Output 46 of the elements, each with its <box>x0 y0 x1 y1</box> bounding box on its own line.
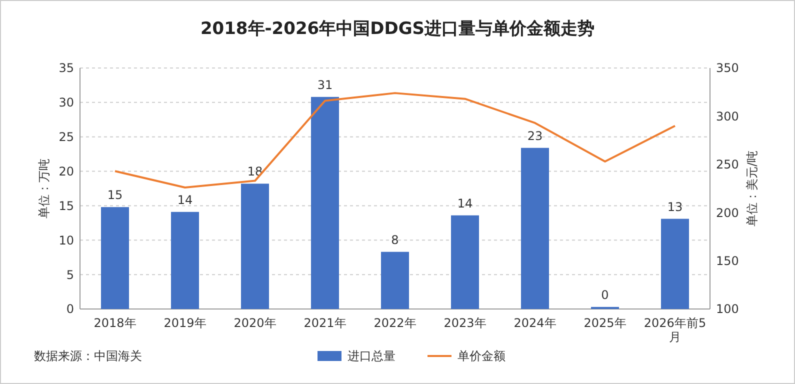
y2-tick-label: 100 <box>716 302 739 316</box>
data-label: 14 <box>457 196 473 210</box>
data-label: 8 <box>391 232 399 247</box>
x-tick-label: 2019年 <box>164 316 206 330</box>
source-note: 数据来源：中国海关 <box>34 349 142 364</box>
x-tick-label: 2023年 <box>444 316 486 330</box>
bar <box>171 212 199 309</box>
bar <box>451 215 479 309</box>
bar <box>101 207 129 309</box>
legend-label: 进口总量 <box>348 349 396 364</box>
bar <box>241 184 269 309</box>
y-tick-label: 20 <box>58 164 74 178</box>
y2-tick-label: 350 <box>716 61 739 76</box>
data-label: 15 <box>107 188 123 202</box>
y-tick-label: 5 <box>66 268 74 282</box>
y2-tick-label: 250 <box>716 158 739 172</box>
x-tick-label: 2026年前5月 <box>644 316 706 344</box>
bar <box>521 148 549 309</box>
y-tick-label: 10 <box>58 233 74 248</box>
y-tick-label: 0 <box>66 302 74 316</box>
x-tick-label: 2022年 <box>374 316 416 330</box>
data-label: 31 <box>317 78 333 92</box>
bar <box>381 252 409 309</box>
y-tick-label: 25 <box>58 130 74 144</box>
x-tick-label: 2018年 <box>94 316 136 330</box>
bar <box>661 218 689 309</box>
line-series <box>114 92 676 189</box>
x-tick-label: 2020年 <box>234 316 276 330</box>
chart-title: 2018年-2026年中国DDGS进口量与单价金额走势 <box>200 19 595 39</box>
x-tick-label: 2021年 <box>304 316 346 330</box>
y2-tick-label: 150 <box>716 254 739 268</box>
bar <box>311 96 339 309</box>
data-label: 13 <box>667 200 683 214</box>
legend-label: 单价金额 <box>458 349 506 364</box>
x-tick-label: 2025年 <box>584 316 626 330</box>
y2-tick-label: 200 <box>716 206 739 220</box>
y-tick-label: 30 <box>58 96 74 110</box>
x-tick-label: 2024年 <box>514 316 556 330</box>
y-axis-title: 单位：万吨 <box>37 158 51 218</box>
y2-axis-title: 单位：美元/吨 <box>745 150 759 227</box>
data-label: 23 <box>527 128 543 143</box>
data-label: 0 <box>601 288 609 302</box>
data-label: 14 <box>177 192 193 207</box>
y-tick-label: 15 <box>58 198 74 213</box>
y2-tick-label: 300 <box>716 109 739 124</box>
y-tick-label: 35 <box>58 61 74 76</box>
